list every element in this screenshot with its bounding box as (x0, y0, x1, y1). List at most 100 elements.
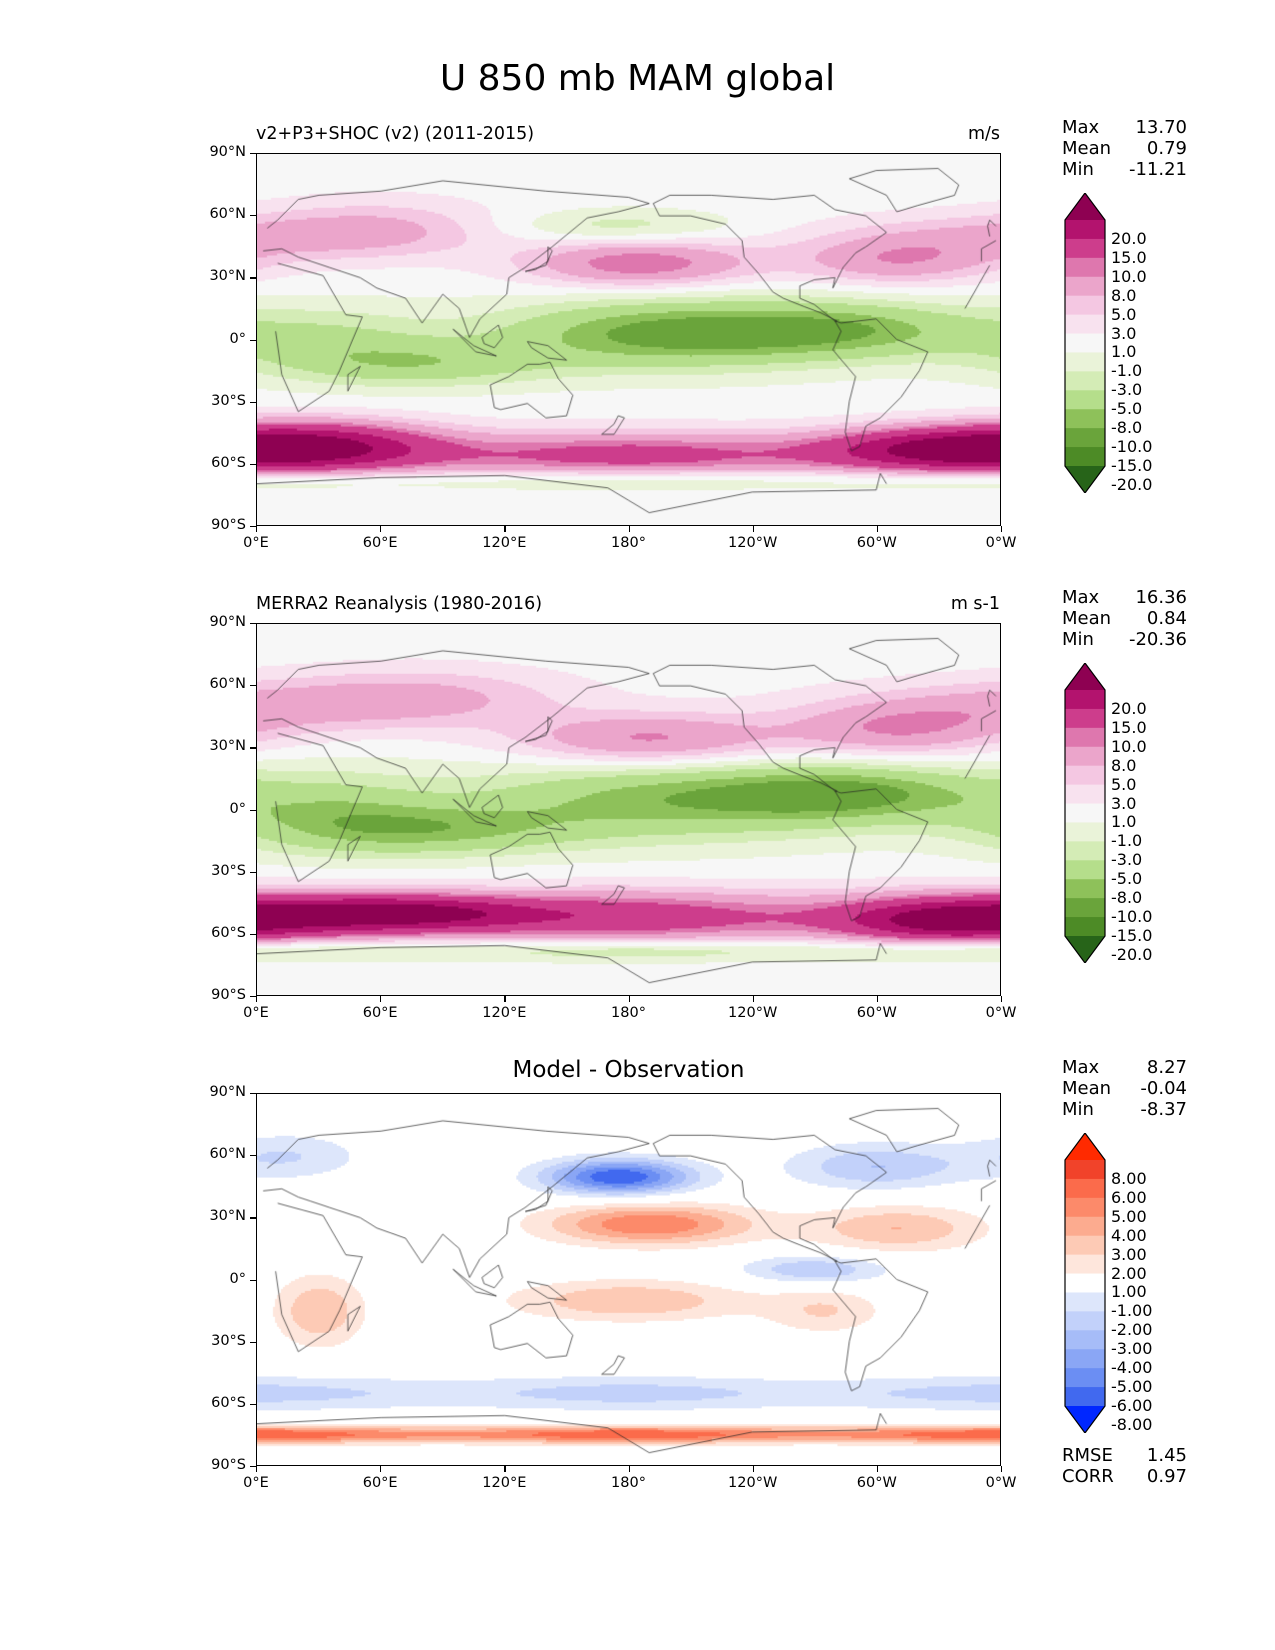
x-tick-mark (628, 526, 630, 532)
x-tick-mark (876, 996, 879, 1002)
y-tick-label: 60°S (211, 454, 246, 471)
colorbar-extend-max (1065, 193, 1105, 220)
colorbar-label: 3.0 (1111, 323, 1137, 343)
colorbar-label: 5.0 (1111, 774, 1137, 794)
colorbar-label: -8.0 (1111, 418, 1143, 438)
colorbar-label: -3.0 (1111, 380, 1143, 400)
y-tick-mark (250, 996, 256, 998)
colorbar-extend-max (1065, 663, 1105, 690)
colorbar-label: -5.0 (1111, 399, 1143, 419)
stat-min: Min -8.37 (1062, 1099, 1187, 1120)
colorbar-label: 20.0 (1111, 698, 1147, 718)
x-tick-label: 120°E (482, 1475, 527, 1491)
panel3-stats: Max 8.27 Mean -0.04 Min -8.37 (1062, 1057, 1187, 1120)
y-tick-label: 30°S (211, 1332, 246, 1349)
y-tick-label: 90°N (209, 144, 246, 160)
colorbar-segment (1065, 409, 1105, 429)
colorbar-segment (1065, 803, 1105, 823)
colorbar-extend-max (1065, 1133, 1105, 1160)
colorbar-label: -20.0 (1111, 944, 1153, 964)
colorbar-segment (1065, 1387, 1105, 1407)
x-tick-label: 60°E (362, 535, 398, 551)
colorbar-segment (1065, 257, 1105, 278)
colorbar-segment (1065, 917, 1105, 937)
panel1-map (256, 153, 1001, 526)
colorbar-segment (1065, 352, 1105, 372)
y-tick-label: 30°N (209, 1208, 246, 1225)
x-tick-mark (1001, 1466, 1003, 1472)
y-tick-label: 30°N (209, 268, 246, 285)
y-tick-label: 60°N (209, 206, 246, 223)
panel2-map (256, 623, 1001, 996)
colorbar-segment (1065, 708, 1105, 729)
y-tick-mark (250, 1403, 256, 1406)
colorbar-label: 8.0 (1111, 755, 1137, 775)
colorbar-segment (1065, 1368, 1105, 1388)
x-tick-mark (256, 526, 258, 532)
x-tick-mark (504, 1466, 506, 1472)
y-tick-label: 60°N (209, 676, 246, 693)
x-tick-label: 60°W (856, 1475, 897, 1491)
y-tick-mark (250, 1279, 256, 1281)
colorbar-segment (1065, 333, 1105, 353)
colorbar-segment (1065, 727, 1105, 748)
colorbar-label: -1.0 (1111, 831, 1143, 851)
y-tick-mark (250, 526, 256, 528)
colorbar-label: 2.00 (1111, 1263, 1147, 1283)
colorbar-segment (1065, 371, 1105, 391)
colorbar-label: -8.0 (1111, 888, 1143, 908)
colorbar-label: 3.00 (1111, 1244, 1147, 1264)
y-tick-label: 60°N (209, 1146, 246, 1163)
colorbar-segment (1065, 314, 1105, 335)
y-tick-mark (250, 339, 256, 341)
x-tick-mark (752, 526, 754, 532)
colorbar-segment (1065, 690, 1105, 710)
colorbar-label: -5.00 (1111, 1377, 1153, 1397)
y-tick-label: 60°S (211, 1394, 246, 1411)
x-tick-label: 180° (611, 1475, 646, 1491)
colorbar-segment (1065, 898, 1105, 918)
stat-min: Min -11.21 (1062, 159, 1187, 180)
x-tick-mark (380, 526, 382, 532)
colorbar-segment (1065, 1160, 1105, 1180)
colorbar-label: 4.00 (1111, 1225, 1147, 1245)
y-tick-mark (250, 401, 256, 403)
colorbar-label: -8.00 (1111, 1414, 1153, 1434)
y-tick-mark (250, 747, 256, 749)
stat-mean: Mean 0.79 (1062, 138, 1187, 159)
x-tick-label: 60°E (362, 1005, 398, 1021)
colorbar-segment (1065, 295, 1105, 316)
colorbar-segment (1065, 1273, 1105, 1293)
colorbar-label: -1.0 (1111, 361, 1143, 381)
panel1-colorbar (1064, 193, 1106, 493)
colorbar-label: -15.0 (1111, 456, 1153, 475)
y-tick-mark (250, 685, 256, 687)
stat-min: Min -20.36 (1062, 629, 1187, 650)
stat-max: Max 16.36 (1062, 587, 1187, 608)
colorbar-label: 5.00 (1111, 1206, 1147, 1226)
y-tick-mark (250, 277, 256, 279)
panel1-stats: Max 13.70 Mean 0.79 Min -11.21 (1062, 117, 1187, 180)
y-tick-mark (250, 153, 256, 155)
colorbar-label: 15.0 (1111, 247, 1147, 267)
colorbar-label: -15.0 (1111, 926, 1153, 945)
colorbar-outline (1064, 193, 1106, 493)
x-tick-mark (876, 1466, 879, 1472)
x-tick-label: 120°E (482, 535, 527, 551)
x-tick-label: 60°W (856, 535, 897, 551)
x-tick-label: 180° (611, 535, 646, 551)
x-tick-mark (256, 1466, 258, 1472)
x-tick-label: 120°E (482, 1005, 527, 1021)
panel3-metrics: RMSE 1.45 CORR 0.97 (1062, 1445, 1187, 1487)
x-tick-label: 0°E (243, 1005, 269, 1021)
x-tick-mark (380, 996, 382, 1002)
colorbar-segment (1065, 1311, 1105, 1331)
colorbar-segment (1065, 860, 1105, 880)
colorbar-segment (1065, 841, 1105, 861)
stat-mean: Mean 0.84 (1062, 608, 1187, 629)
colorbar-label: -6.00 (1111, 1396, 1153, 1415)
panel2-units: m s-1 (950, 594, 1000, 614)
x-tick-label: 120°W (728, 1005, 778, 1021)
colorbar-label: 8.00 (1111, 1168, 1147, 1188)
colorbar-segment (1065, 879, 1105, 899)
